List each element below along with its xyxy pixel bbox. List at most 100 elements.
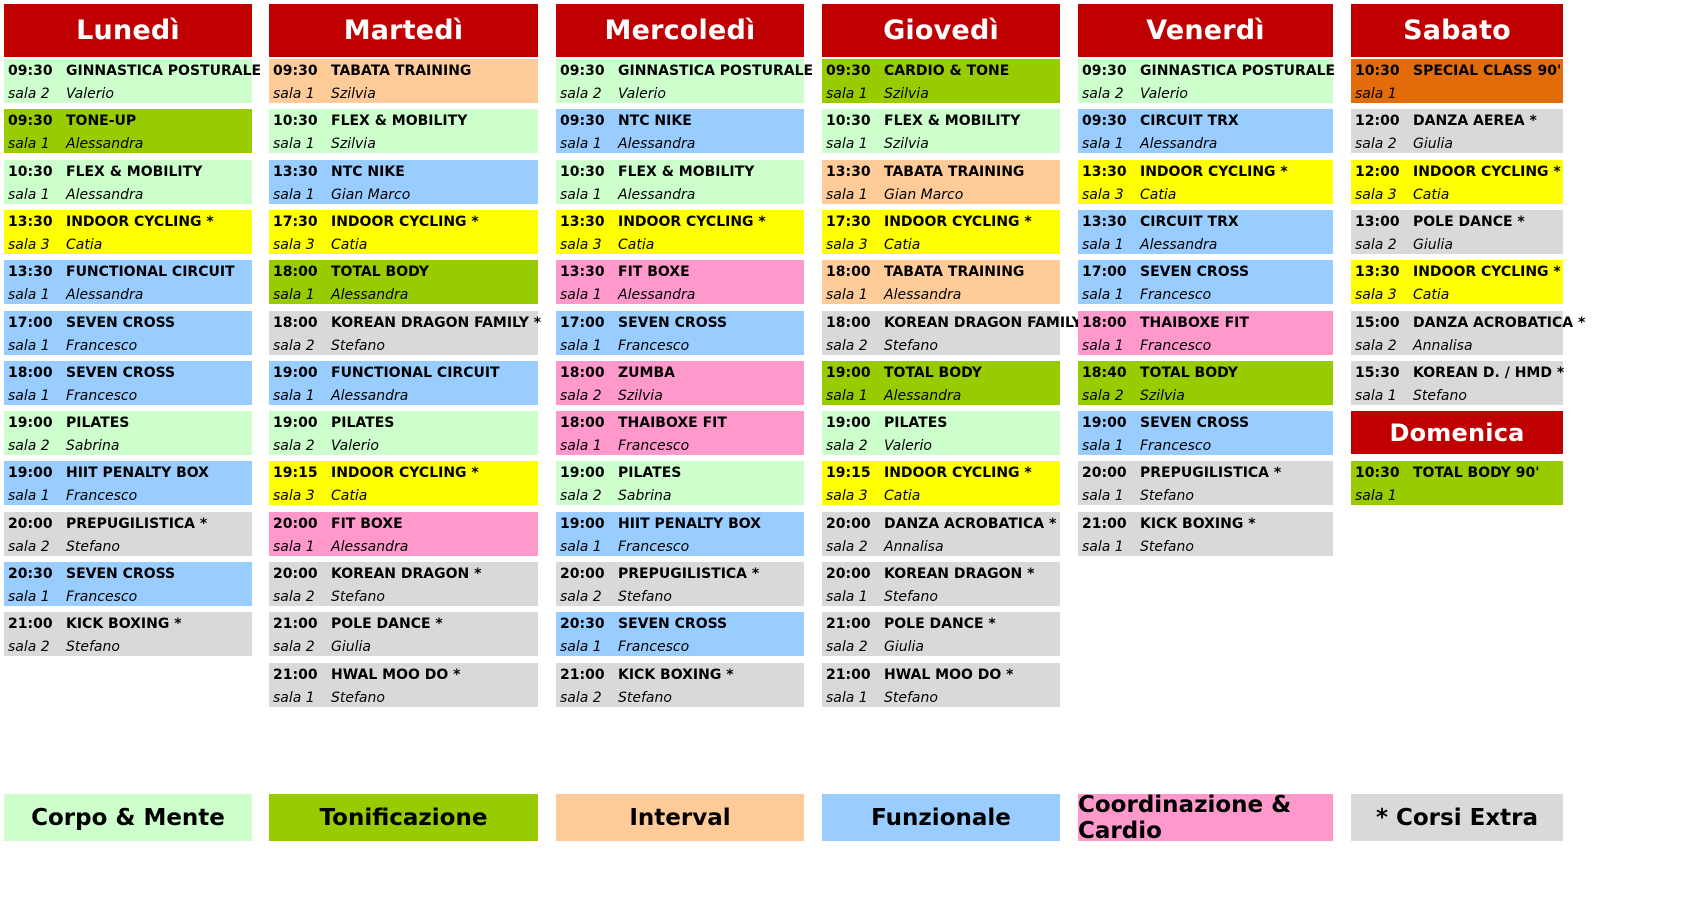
class-instructor: Szilvia (618, 388, 663, 404)
day-header-mercoledi: Mercoledì (556, 4, 804, 57)
class-time: 09:30 (8, 113, 53, 129)
class-name: KOREAN D. / HMD * (1413, 365, 1565, 381)
class-slot: 21:00 KICK BOXING * sala 1 Stefano (1078, 512, 1333, 556)
class-name: SEVEN CROSS (618, 315, 728, 331)
class-room: sala 2 (826, 639, 868, 655)
class-name: CIRCUIT TRX (1140, 113, 1239, 129)
class-time: 10:30 (273, 113, 318, 129)
class-name: PREPUGILISTICA * (618, 566, 760, 582)
class-time: 17:30 (826, 214, 871, 230)
class-room: sala 3 (273, 237, 315, 253)
class-instructor: Alessandra (618, 287, 696, 303)
class-instructor: Catia (1413, 287, 1450, 303)
class-name: THAIBOXE FIT (618, 415, 727, 431)
class-instructor: Francesco (618, 438, 690, 454)
class-slot: 19:00 HIIT PENALTY BOX sala 1 Francesco (4, 461, 252, 505)
class-slot: 17:00 SEVEN CROSS sala 1 Francesco (4, 311, 252, 355)
class-name: INDOOR CYCLING * (1140, 164, 1288, 180)
class-slot: 18:00 KOREAN DRAGON FAMILY * sala 2 Stefano (822, 311, 1094, 355)
class-name: TOTAL BODY (331, 264, 429, 280)
class-room: sala 1 (273, 136, 315, 152)
class-room: sala 1 (1355, 86, 1397, 102)
class-name: FLEX & MOBILITY (66, 164, 203, 180)
class-slot: 10:30 FLEX & MOBILITY sala 1 Szilvia (269, 109, 538, 153)
class-name: HWAL MOO DO * (331, 667, 461, 683)
class-name: TOTAL BODY 90' (1413, 465, 1540, 481)
class-slot: 19:00 PILATES sala 2 Sabrina (556, 461, 804, 505)
class-slot: 09:30 GINNASTICA POSTURALE sala 2 Valerio (4, 59, 261, 103)
class-time: 09:30 (560, 113, 605, 129)
class-time: 18:00 (1082, 315, 1127, 331)
class-time: 21:00 (273, 667, 318, 683)
class-instructor: Alessandra (331, 388, 409, 404)
class-room: sala 2 (273, 639, 315, 655)
class-instructor: Francesco (618, 338, 690, 354)
class-name: INDOOR CYCLING * (66, 214, 214, 230)
class-name: PREPUGILISTICA * (1140, 465, 1282, 481)
class-time: 10:30 (826, 113, 871, 129)
class-instructor: Stefano (331, 589, 385, 605)
class-slot: 18:00 THAIBOXE FIT sala 1 Francesco (1078, 311, 1333, 355)
class-name: POLE DANCE * (331, 616, 443, 632)
class-slot: 18:00 THAIBOXE FIT sala 1 Francesco (556, 411, 804, 455)
class-name: INDOOR CYCLING * (1413, 164, 1561, 180)
class-slot: 19:00 PILATES sala 2 Sabrina (4, 411, 252, 455)
class-name: INDOOR CYCLING * (331, 214, 479, 230)
class-time: 18:00 (826, 264, 871, 280)
class-slot: 17:00 SEVEN CROSS sala 1 Francesco (1078, 260, 1333, 304)
class-room: sala 2 (560, 690, 602, 706)
class-room: sala 1 (273, 388, 315, 404)
class-instructor: Gian Marco (884, 187, 964, 203)
class-time: 18:00 (273, 315, 318, 331)
class-slot: 10:30 FLEX & MOBILITY sala 1 Alessandra (556, 160, 804, 204)
class-name: INDOOR CYCLING * (884, 465, 1032, 481)
class-instructor: Sabrina (618, 488, 672, 504)
class-name: TABATA TRAINING (884, 164, 1025, 180)
legend-coordinazione-cardio: Coordinazione & Cardio (1078, 792, 1333, 844)
class-time: 13:30 (1082, 214, 1127, 230)
class-name: CIRCUIT TRX (1140, 214, 1239, 230)
legend-funzionale: Funzionale (822, 794, 1060, 841)
class-room: sala 2 (560, 589, 602, 605)
class-name: KOREAN DRAGON * (884, 566, 1035, 582)
legend-corsi-extra: * Corsi Extra (1351, 794, 1563, 841)
class-time: 13:30 (560, 264, 605, 280)
class-time: 18:00 (273, 264, 318, 280)
class-room: sala 2 (8, 639, 50, 655)
class-name: KOREAN DRAGON * (331, 566, 482, 582)
class-room: sala 2 (826, 438, 868, 454)
class-slot: 17:30 INDOOR CYCLING * sala 3 Catia (822, 210, 1060, 254)
class-slot: 09:30 GINNASTICA POSTURALE sala 2 Valerio (1078, 59, 1335, 103)
class-instructor: Stefano (1140, 539, 1194, 555)
class-room: sala 1 (826, 86, 868, 102)
day-header-lunedi: Lunedì (4, 4, 252, 57)
class-name: KOREAN DRAGON FAMILY * (331, 315, 542, 331)
class-room: sala 1 (8, 388, 50, 404)
class-time: 12:00 (1355, 164, 1400, 180)
class-time: 19:00 (826, 365, 871, 381)
class-slot: 09:30 CIRCUIT TRX sala 1 Alessandra (1078, 109, 1333, 153)
class-slot: 20:00 KOREAN DRAGON * sala 2 Stefano (269, 562, 538, 606)
class-room: sala 1 (8, 136, 50, 152)
class-room: sala 1 (560, 639, 602, 655)
class-time: 20:00 (826, 516, 871, 532)
class-slot: 09:30 GINNASTICA POSTURALE sala 2 Valerio (556, 59, 813, 103)
class-time: 20:00 (826, 566, 871, 582)
class-instructor: Alessandra (331, 539, 409, 555)
class-time: 19:00 (273, 415, 318, 431)
class-name: DANZA ACROBATICA * (884, 516, 1057, 532)
class-room: sala 3 (1355, 187, 1397, 203)
class-name: FLEX & MOBILITY (331, 113, 468, 129)
class-instructor: Catia (66, 237, 103, 253)
class-instructor: Alessandra (66, 287, 144, 303)
day-column-venerdi: Venerdì 09:30 GINNASTICA POSTURALE sala 2 Va… (1078, 4, 1335, 724)
class-slot: 13:30 INDOOR CYCLING * sala 3 Catia (1351, 260, 1563, 304)
class-slot: 19:00 SEVEN CROSS sala 1 Francesco (1078, 411, 1333, 455)
class-room: sala 1 (826, 187, 868, 203)
class-time: 17:00 (1082, 264, 1127, 280)
class-instructor: Szilvia (1140, 388, 1185, 404)
class-time: 13:30 (8, 214, 53, 230)
class-room: sala 1 (8, 287, 50, 303)
class-instructor: Stefano (884, 589, 938, 605)
class-time: 19:00 (8, 465, 53, 481)
